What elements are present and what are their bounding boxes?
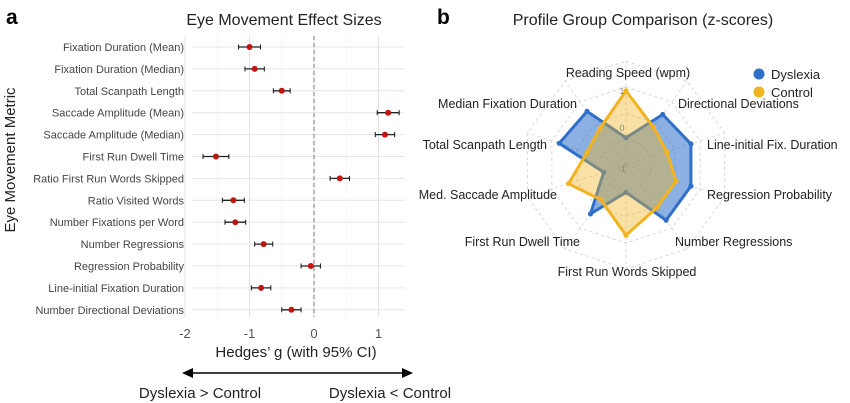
legend-dyslexia-label: Dyslexia xyxy=(771,67,821,82)
direction-arrow xyxy=(182,368,413,378)
radar-point-dyslexia xyxy=(623,135,629,141)
radar-point-control xyxy=(565,181,572,187)
radar-series xyxy=(556,88,694,238)
direction-left-label: Dyslexia > Control xyxy=(139,385,261,402)
forest-metric-label: Total Scanpath Length xyxy=(75,86,184,98)
radar-point-dyslexia xyxy=(688,183,694,189)
forest-x-tick-label: 1 xyxy=(375,326,382,341)
panel-a-letter: a xyxy=(6,6,18,29)
radar-spoke xyxy=(564,164,627,250)
radar-point-control xyxy=(597,126,603,132)
forest-x-tick-label: -1 xyxy=(244,326,256,341)
forest-metric-label: Number Regressions xyxy=(81,239,185,251)
legend-control-label: Control xyxy=(771,85,813,100)
radar-point-dyslexia xyxy=(663,217,669,223)
radar-axis-label: Number Regressions xyxy=(675,235,792,249)
radar-ring-labels: 1 0 -1 xyxy=(618,86,626,174)
radar-point-dyslexia xyxy=(623,189,629,195)
legend-dyslexia-swatch xyxy=(753,68,765,80)
forest-metric-label: Number Directional Deviations xyxy=(35,305,184,317)
forest-metric-label: First Run Dwell Time xyxy=(83,152,184,164)
radar-point-control xyxy=(673,178,679,184)
forest-point xyxy=(230,197,237,204)
radar-axis-label: Reading Speed (wpm) xyxy=(566,66,690,80)
forest-point xyxy=(278,87,285,94)
radar-point-dyslexia xyxy=(601,169,607,175)
radar-ring-label: 0 xyxy=(619,123,624,133)
radar-spoke xyxy=(625,132,725,166)
direction-right-label: Dyslexia < Control xyxy=(329,385,451,402)
forest-grid xyxy=(184,36,405,317)
radar-axis-label: Median Fixation Duration xyxy=(438,97,577,111)
forest-metric-label: Fixation Duration (Mean) xyxy=(63,42,184,54)
forest-point xyxy=(246,44,253,50)
forest-metric-labels: Fixation Duration (Mean) Fixation Duratio… xyxy=(33,42,184,317)
forest-x-tick-label: 0 xyxy=(310,326,317,341)
radar-point-control xyxy=(623,232,629,238)
forest-metric-label: Saccade Amplitude (Median) xyxy=(43,130,184,142)
forest-metric-label: Fixation Duration (Median) xyxy=(54,64,184,76)
forest-metric-label: Saccade Amplitude (Mean) xyxy=(52,108,184,120)
forest-metric-label: Regression Probability xyxy=(74,261,185,273)
radar-point-control xyxy=(650,124,657,130)
radar-point-control xyxy=(654,204,660,211)
radar-point-dyslexia xyxy=(556,140,562,146)
forest-metric-label: Number Fixations per Word xyxy=(50,217,184,229)
radar-spoke xyxy=(527,132,627,166)
forest-title: Eye Movement Effect Sizes xyxy=(186,12,381,29)
radar-axis-label: Regression Probability xyxy=(707,188,833,202)
forest-point xyxy=(307,263,314,269)
forest-point xyxy=(288,306,295,313)
forest-point xyxy=(385,109,392,116)
radar-spoke xyxy=(625,164,725,198)
forest-point xyxy=(232,219,239,226)
radar-axis-label: Directional Deviations xyxy=(678,97,799,111)
radar-point-dyslexia xyxy=(584,108,590,114)
radar-ring-label: 1 xyxy=(619,86,624,96)
forest-point xyxy=(251,65,258,72)
panel-b-letter: b xyxy=(437,6,450,29)
forest-y-axis-label: Eye Movement Metric xyxy=(2,87,19,233)
forest-point xyxy=(260,241,267,248)
radar-axis-label: Line-initial Fix. Duration xyxy=(707,138,838,152)
forest-point xyxy=(258,284,265,291)
forest-marks xyxy=(202,44,400,313)
radar-axis-label: First Run Words Skipped xyxy=(558,265,697,279)
radar-legend: Dyslexia Control xyxy=(753,67,821,100)
forest-point xyxy=(336,175,343,182)
radar-title: Profile Group Comparison (z-scores) xyxy=(513,12,774,29)
radar-axis-label: First Run Dwell Time xyxy=(465,235,580,249)
radar-spoke xyxy=(527,164,627,198)
radar-point-dyslexia xyxy=(660,111,666,118)
radar-point-dyslexia xyxy=(688,141,694,147)
forest-x-ticks: -2 -1 0 1 xyxy=(179,326,382,341)
radar-point-control xyxy=(598,197,604,203)
radar-point-control xyxy=(623,88,629,94)
radar-point-dyslexia xyxy=(587,211,594,217)
radar-spoke xyxy=(625,164,688,250)
forest-point xyxy=(212,153,219,160)
forest-point xyxy=(381,131,388,138)
radar-axis-label: Med. Saccade Amplitude xyxy=(419,188,557,202)
radar-spoke xyxy=(625,80,688,166)
forest-metric-label: Line-initial Fixation Duration xyxy=(48,283,184,295)
forest-x-axis-label: Hedges’ g (with 95% CI) xyxy=(215,344,376,361)
radar-ring-label: -1 xyxy=(618,164,626,174)
forest-x-tick-label: -2 xyxy=(179,326,191,341)
radar-point-control xyxy=(664,149,670,155)
radar-point-control xyxy=(584,149,590,155)
radar-axis-labels: Reading Speed (wpm) Directional Deviation… xyxy=(419,66,838,279)
forest-metric-label: Ratio Visited Words xyxy=(88,195,185,207)
legend-control-swatch xyxy=(753,86,765,98)
forest-metric-label: Ratio First Run Words Skipped xyxy=(33,173,184,185)
radar-axis-label: Total Scanpath Length xyxy=(423,138,547,152)
radar-spoke xyxy=(564,80,627,166)
